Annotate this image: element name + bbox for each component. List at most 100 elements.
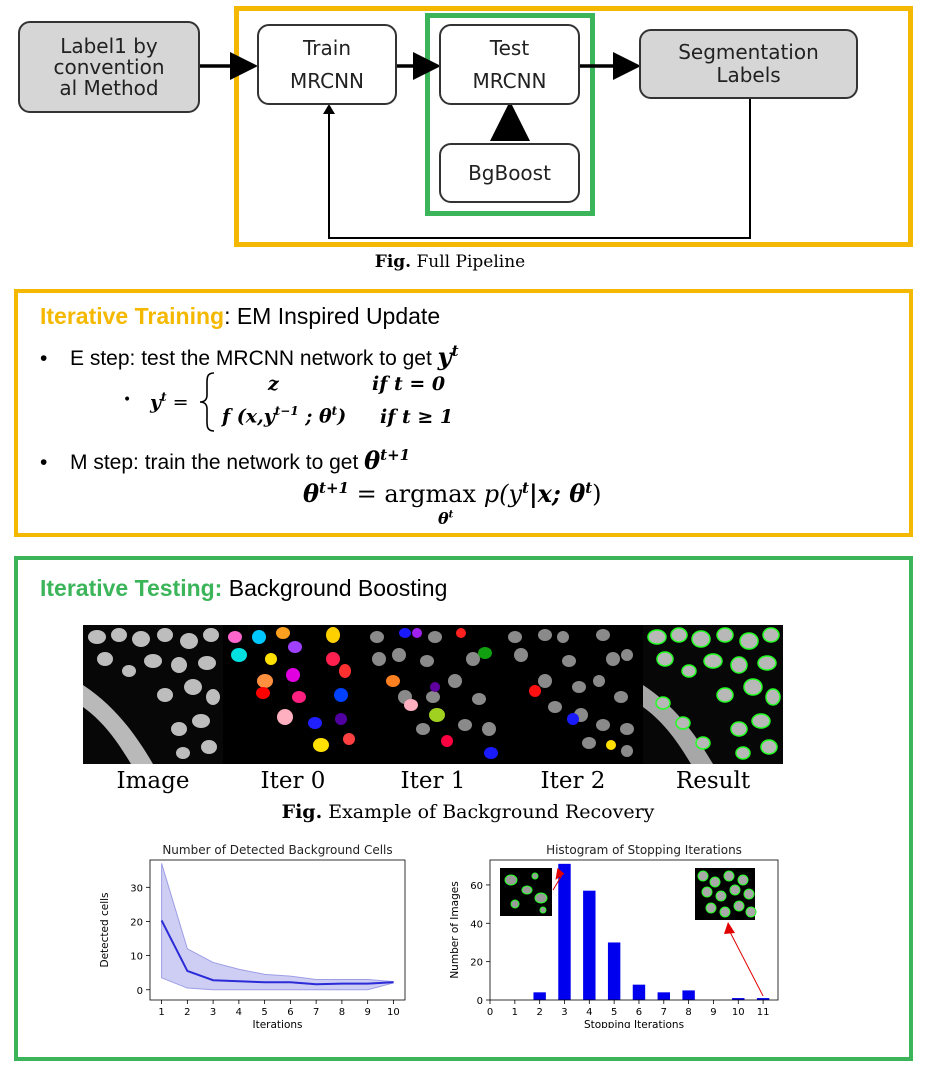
argmax-equation: θt+1 = argmax p(yt|x; θt) bbox=[303, 479, 602, 508]
chart2-xtick-label: 10 bbox=[732, 1007, 745, 1018]
tile-label-iter0: Iter 0 bbox=[260, 768, 326, 794]
training-heading: Iterative Training: EM Inspired Update bbox=[40, 303, 440, 330]
training-frame bbox=[14, 289, 913, 537]
pipeline-caption-bold: Fig. bbox=[374, 252, 412, 272]
chart2-xtick-label: 7 bbox=[661, 1007, 667, 1018]
piecewise-lhs: yt = bbox=[150, 390, 189, 414]
chart1-xtick-label: 1 bbox=[158, 1007, 164, 1018]
label-box-text: Label1 by convention al Method bbox=[53, 33, 165, 100]
mstep-bullet: • M step: train the network to get θt+1 bbox=[40, 446, 410, 475]
case1-condition: if t = 0 bbox=[372, 373, 446, 395]
chart2-xtick-label: 5 bbox=[611, 1007, 617, 1018]
chart2-ylabel: Number of Images bbox=[449, 881, 461, 978]
bgboost-label: BgBoost bbox=[468, 161, 551, 185]
estep-y: yt bbox=[437, 342, 459, 371]
chart2-xtick-label: 4 bbox=[586, 1007, 592, 1018]
chart2-xtick-label: 11 bbox=[757, 1007, 770, 1018]
chart2-inset-many-cells bbox=[695, 868, 757, 920]
case2-value: f (x,yt−1 ; θt) bbox=[222, 404, 347, 428]
estep-text: E step: test the MRCNN network to get bbox=[70, 347, 438, 370]
chart2-ytick-label: 60 bbox=[470, 881, 483, 892]
chart2-bar bbox=[558, 863, 571, 1000]
chart2-pointer-line-11 bbox=[728, 929, 764, 997]
piecewise-brace bbox=[199, 372, 215, 432]
chart2-pointer-line-3 bbox=[552, 875, 562, 891]
chart1-xtick-label: 4 bbox=[236, 1007, 242, 1018]
pipeline-frame bbox=[234, 6, 913, 247]
test-mrcnn-box: Test MRCNN bbox=[439, 24, 580, 105]
label-by-conventional-method-box: Label1 by convention al Method bbox=[18, 21, 200, 113]
train-mrcnn-box: Train MRCNN bbox=[257, 24, 397, 105]
chart2-bar bbox=[607, 942, 621, 1000]
bullet-dot-2: • bbox=[40, 451, 48, 474]
chart2-xtick-label: 0 bbox=[487, 1007, 493, 1018]
chart1-xtick-label: 8 bbox=[339, 1007, 345, 1018]
chart2-inset-few-cells bbox=[500, 868, 552, 916]
chart2-pointer-arrowhead-3 bbox=[555, 867, 565, 880]
chart2-pointer-arrowhead-11 bbox=[724, 922, 735, 934]
chart1-ylabel: Detected cells bbox=[99, 892, 111, 967]
case1-value: z bbox=[268, 373, 279, 395]
bgboost-box: BgBoost bbox=[439, 143, 580, 203]
chart2-title: Histogram of Stopping Iterations bbox=[546, 843, 742, 857]
chart2-xtick-label: 1 bbox=[512, 1007, 518, 1018]
train-label: Train bbox=[303, 35, 351, 60]
chart1-xtick-label: 10 bbox=[387, 1007, 400, 1018]
iter1-tile bbox=[363, 625, 503, 764]
training-heading-rest: : EM Inspired Update bbox=[224, 303, 441, 329]
estep-bullet: • E step: test the MRCNN network to get y… bbox=[40, 342, 459, 371]
chart2-xlabel: Stopping Iterations bbox=[584, 1019, 684, 1028]
chart1-ytick-label: 10 bbox=[130, 952, 143, 963]
labels-label: Labels bbox=[716, 63, 781, 87]
chart1-xtick-label: 9 bbox=[364, 1007, 370, 1018]
chart1-ytick-label: 30 bbox=[130, 883, 143, 894]
iter0-tile bbox=[223, 625, 363, 764]
bullet-dot: • bbox=[40, 347, 48, 370]
iter2-tile bbox=[503, 625, 643, 764]
tile-label-image: Image bbox=[116, 768, 190, 794]
chart1-series-line bbox=[160, 919, 394, 986]
case2-condition: if t ≥ 1 bbox=[380, 406, 454, 428]
chart2-bar bbox=[632, 984, 646, 1000]
pipeline-caption-text: Full Pipeline bbox=[411, 252, 526, 272]
chart2-bar bbox=[732, 998, 745, 1000]
chart2-axes-frame bbox=[489, 859, 779, 1001]
testing-heading-colored: Iterative Testing: bbox=[40, 575, 223, 601]
recovery-caption-bold: Fig. bbox=[281, 801, 323, 823]
chart1-ytick-label: 0 bbox=[137, 986, 143, 997]
chart2-ytick-label: 20 bbox=[470, 958, 483, 969]
tile-label-iter1: Iter 1 bbox=[400, 768, 466, 794]
testing-heading-rest: Background Boosting bbox=[222, 575, 448, 601]
chart2-bar bbox=[657, 992, 670, 1000]
result-tile bbox=[643, 625, 783, 764]
pipeline-caption: Fig. Full Pipeline bbox=[320, 252, 580, 272]
test-group-frame bbox=[425, 13, 595, 216]
mstep-text: M step: train the network to get bbox=[70, 451, 365, 474]
chart2-ytick-label: 0 bbox=[477, 996, 483, 1007]
chart1-ytick-label: 20 bbox=[130, 917, 143, 928]
chart2-xtick-label: 2 bbox=[536, 1007, 542, 1018]
piecewise-bullet: • bbox=[123, 392, 132, 408]
chart1-xtick-label: 3 bbox=[210, 1007, 216, 1018]
chart1-title: Number of Detected Background Cells bbox=[162, 843, 392, 857]
chart1-confidence-band bbox=[161, 863, 394, 991]
chart2-bar bbox=[533, 992, 546, 1000]
chart1-xtick-label: 5 bbox=[261, 1007, 267, 1018]
segmentation-labels-box: Segmentation Labels bbox=[639, 29, 858, 99]
recovery-caption: Fig. Example of Background Recovery bbox=[238, 801, 698, 823]
chart1-axes-frame bbox=[149, 859, 406, 1001]
testing-frame bbox=[14, 556, 913, 1061]
chart1-xtick-label: 2 bbox=[184, 1007, 190, 1018]
test-label: Test bbox=[489, 35, 530, 60]
test-mrcnn-label: MRCNN bbox=[472, 68, 547, 93]
train-mrcnn-label: MRCNN bbox=[289, 68, 365, 93]
chart2-bar bbox=[756, 998, 770, 1000]
testing-heading: Iterative Testing: Background Boosting bbox=[40, 575, 447, 602]
chart2-ytick-label: 40 bbox=[470, 919, 483, 930]
chart2-xtick-label: 3 bbox=[561, 1007, 567, 1018]
chart2-xtick-label: 8 bbox=[685, 1007, 691, 1018]
chart1-xtick-label: 7 bbox=[313, 1007, 319, 1018]
chart1-xtick-label: 6 bbox=[287, 1007, 293, 1018]
argmax-subscript: θt bbox=[438, 509, 454, 528]
segmentation-label: Segmentation bbox=[678, 40, 819, 64]
